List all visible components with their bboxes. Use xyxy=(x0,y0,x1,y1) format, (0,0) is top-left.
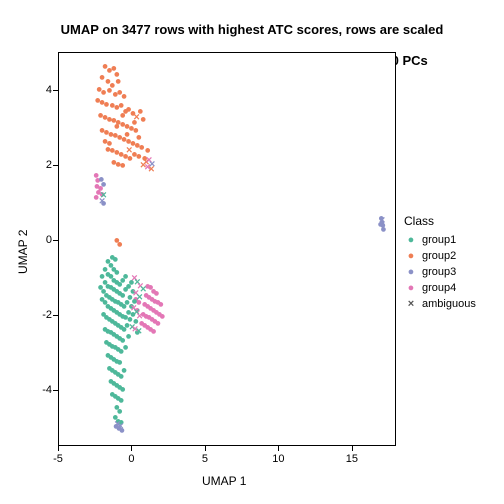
x-axis-label: UMAP 1 xyxy=(202,474,246,488)
legend: Class ● group1 ● group2 ● group3 ● group4 × ambig… xyxy=(404,214,476,312)
legend-label: ambiguous xyxy=(422,298,476,310)
y-tick-label: -4 xyxy=(34,384,52,396)
legend-swatch: ● xyxy=(404,235,418,246)
legend-swatch: ● xyxy=(404,267,418,278)
y-tick-mark xyxy=(53,390,58,391)
umap-figure: UMAP on 3477 rows with highest ATC score… xyxy=(0,0,504,504)
x-tick-mark xyxy=(58,446,59,451)
x-tick-label: 0 xyxy=(128,453,134,465)
legend-item: ● group1 xyxy=(404,232,476,248)
plot-area xyxy=(58,52,396,446)
y-tick-label: 4 xyxy=(34,84,52,96)
x-tick-label: 10 xyxy=(272,453,284,465)
x-tick-label: 5 xyxy=(202,453,208,465)
x-tick-label: -5 xyxy=(53,453,63,465)
x-tick-mark xyxy=(205,446,206,451)
legend-label: group4 xyxy=(422,282,456,294)
y-tick-mark xyxy=(53,165,58,166)
legend-label: group3 xyxy=(422,266,456,278)
y-tick-mark xyxy=(53,315,58,316)
y-tick-label: -2 xyxy=(34,309,52,321)
legend-item: × ambiguous xyxy=(404,296,476,312)
y-axis-label: UMAP 2 xyxy=(16,230,30,274)
legend-item: ● group2 xyxy=(404,248,476,264)
y-tick-mark xyxy=(53,240,58,241)
y-tick-mark xyxy=(53,90,58,91)
legend-item: ● group4 xyxy=(404,280,476,296)
legend-swatch: ● xyxy=(404,251,418,262)
y-tick-label: 0 xyxy=(34,234,52,246)
legend-swatch: ● xyxy=(404,283,418,294)
legend-label: group2 xyxy=(422,250,456,262)
x-tick-label: 15 xyxy=(346,453,358,465)
x-tick-mark xyxy=(131,446,132,451)
legend-swatch: × xyxy=(404,299,418,310)
x-tick-mark xyxy=(352,446,353,451)
legend-title: Class xyxy=(404,214,476,228)
y-tick-label: 2 xyxy=(34,159,52,171)
legend-label: group1 xyxy=(422,234,456,246)
x-tick-mark xyxy=(278,446,279,451)
title-line-1: UMAP on 3477 rows with highest ATC score… xyxy=(61,22,444,37)
legend-item: ● group3 xyxy=(404,264,476,280)
